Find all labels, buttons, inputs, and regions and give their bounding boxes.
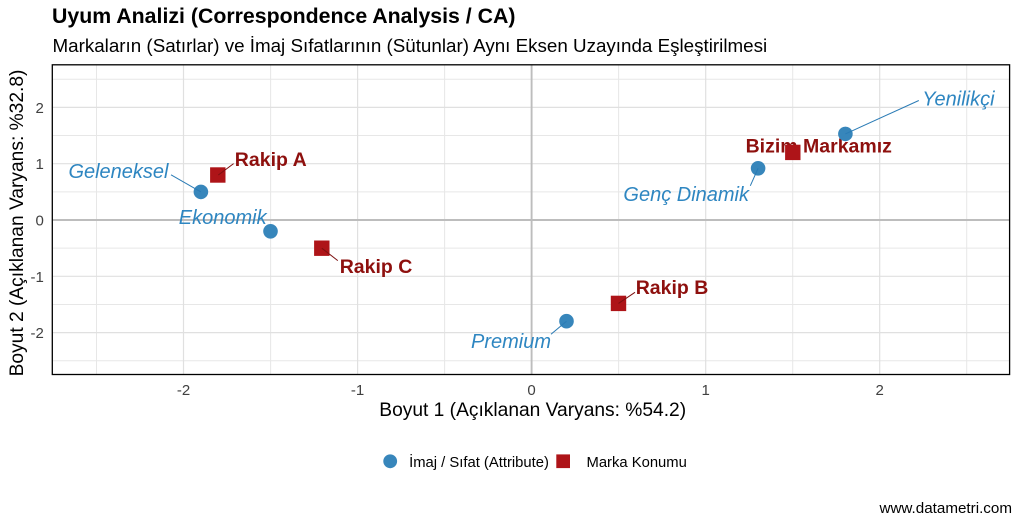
svg-text:Boyut 1 (Açıklanan Varyans: %5: Boyut 1 (Açıklanan Varyans: %54.2) [379, 400, 686, 421]
svg-text:0: 0 [527, 382, 535, 399]
svg-text:-2: -2 [31, 325, 44, 342]
svg-text:-1: -1 [31, 269, 44, 286]
svg-text:0: 0 [36, 213, 44, 230]
svg-text:Premium: Premium [471, 331, 551, 353]
svg-text:2: 2 [36, 100, 44, 117]
svg-text:Rakip A: Rakip A [235, 149, 307, 171]
svg-text:Boyut 2 (Açıklanan Varyans: %3: Boyut 2 (Açıklanan Varyans: %32.8) [7, 70, 28, 377]
svg-text:Rakip C: Rakip C [340, 256, 413, 278]
svg-text:Rakip B: Rakip B [636, 277, 709, 299]
svg-text:Ekonomik: Ekonomik [179, 207, 268, 229]
svg-text:Genç Dinamik: Genç Dinamik [623, 184, 750, 206]
svg-text:İmaj / Sıfat (Attribute): İmaj / Sıfat (Attribute) [409, 453, 549, 471]
svg-text:2: 2 [876, 382, 884, 399]
svg-text:-1: -1 [351, 382, 364, 399]
svg-text:Markaların (Satırlar) ve İmaj: Markaların (Satırlar) ve İmaj Sıfatların… [53, 35, 768, 56]
svg-text:Marka Konumu: Marka Konumu [587, 455, 687, 471]
svg-text:Bizim Markamız: Bizim Markamız [746, 136, 893, 158]
svg-text:www.datametri.com: www.datametri.com [878, 500, 1012, 517]
svg-text:-2: -2 [177, 382, 190, 399]
svg-text:Yenilikçi: Yenilikçi [922, 89, 995, 111]
svg-text:Geleneksel: Geleneksel [68, 161, 169, 183]
svg-text:1: 1 [36, 156, 44, 173]
svg-text:Uyum Analizi (Correspondence A: Uyum Analizi (Correspondence Analysis / … [52, 4, 516, 28]
svg-text:1: 1 [702, 382, 710, 399]
